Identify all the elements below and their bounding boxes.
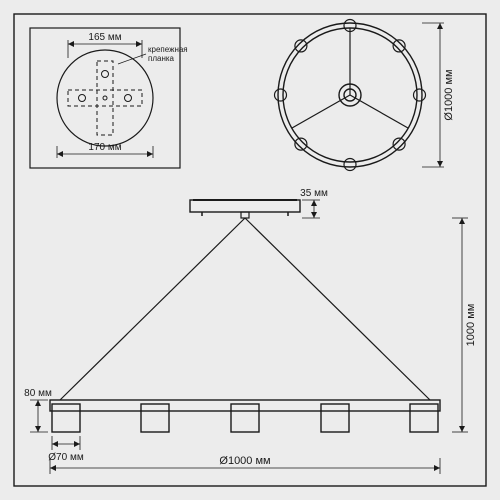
ring-height-label: 80 мм: [24, 388, 52, 399]
plan-diameter-label: Ø1000 мм: [443, 69, 455, 120]
inset-note-2: планка: [148, 54, 175, 63]
drawing-svg: 165 мм крепежная планка 170 мм: [0, 0, 500, 500]
mount-height-label: 35 мм: [300, 188, 328, 199]
hang-height-label: 1000 мм: [465, 304, 477, 347]
ring-width-label: Ø1000 мм: [219, 455, 270, 467]
inset-note-1: крепежная: [148, 45, 188, 54]
inset-top-label: 165 мм: [88, 32, 121, 43]
technical-drawing: 165 мм крепежная планка 170 мм: [0, 0, 500, 500]
inset-bottom-label: 170 мм: [88, 142, 121, 153]
cube-width-label: Ø70 мм: [48, 452, 84, 463]
